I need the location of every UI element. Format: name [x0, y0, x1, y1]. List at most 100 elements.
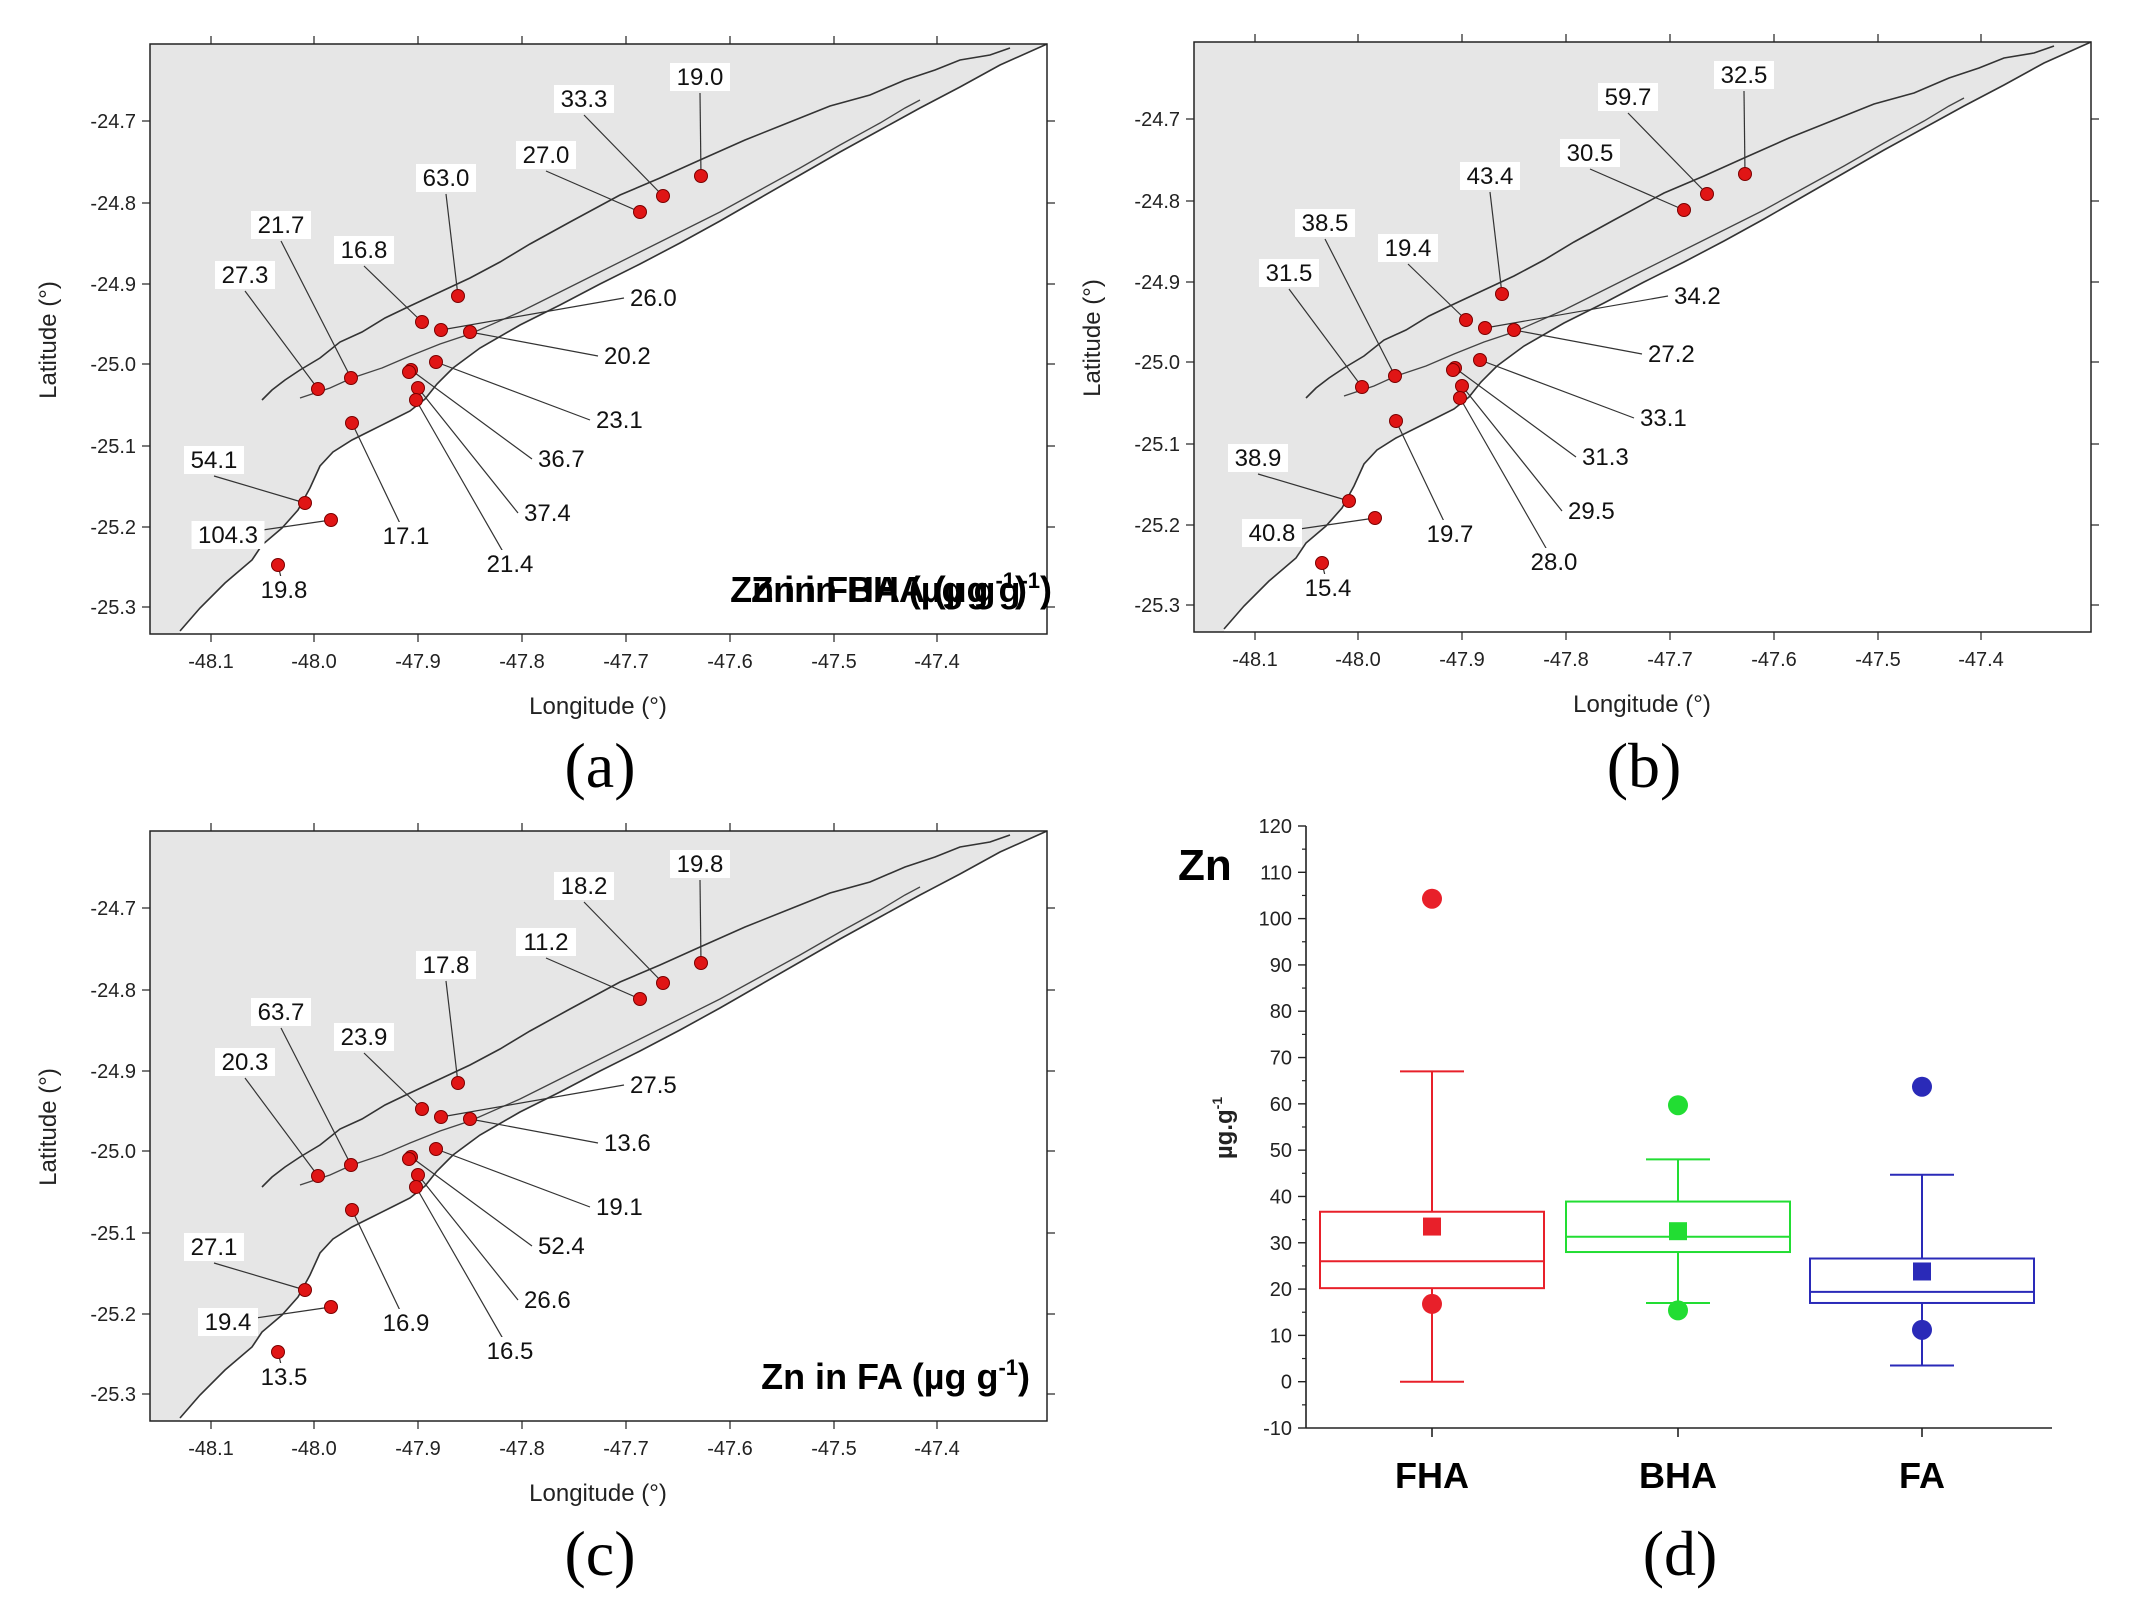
- map-land: [150, 831, 1047, 1421]
- station-marker: [1700, 187, 1714, 201]
- station-marker: [451, 289, 465, 303]
- leader-line: [1257, 473, 1350, 502]
- y-tick-label: -25.1: [90, 436, 136, 458]
- y-tick-label: -25.3: [1134, 595, 1180, 617]
- station-value-label: 19.1: [596, 1194, 643, 1221]
- leader-line: [699, 879, 702, 964]
- station-value-label: 17.1: [383, 523, 430, 550]
- x-tick-label: -47.6: [707, 651, 753, 673]
- leader-line: [1489, 191, 1503, 295]
- leader-line: [363, 1052, 423, 1110]
- leader-line: [410, 1156, 533, 1247]
- map-coastline: [179, 43, 1048, 632]
- station-value-label: 104.3: [198, 522, 258, 549]
- y-tick-label: -24.8: [90, 980, 136, 1002]
- box-iqr: [1565, 1200, 1791, 1254]
- y-tick-label: -25.0: [90, 1141, 136, 1163]
- leader-line: [1743, 90, 1746, 175]
- label-bg: [1298, 574, 1358, 602]
- station-value-label: 26.6: [524, 1287, 571, 1314]
- station-value-label: 43.4: [1467, 163, 1514, 190]
- map-panel: -48.1 -48.0 -47.9 -47.8 -47.7 -47.6 -47.5 -47.4…: [751, 34, 2099, 801]
- x-tick-label: -47.6: [1751, 649, 1797, 671]
- x-axis-label: Longitude (°): [529, 1480, 667, 1507]
- x-axis-label: Longitude (°): [529, 693, 667, 720]
- station-marker: [1388, 369, 1402, 383]
- station-value-label: 19.8: [261, 577, 308, 604]
- label-bg: [1644, 340, 1704, 368]
- station-value-label: 38.9: [1235, 445, 1282, 472]
- station-value-label: 19.4: [205, 1309, 252, 1336]
- label-bg: [254, 576, 314, 604]
- x-tick-label: -47.8: [499, 1438, 545, 1460]
- outlier-point: [1668, 1300, 1688, 1321]
- category-label: FHA: [1395, 1455, 1469, 1496]
- station-marker: [451, 1076, 465, 1090]
- station-value-label: 32.5: [1721, 62, 1768, 89]
- x-axis-label: Longitude (°): [1573, 691, 1711, 718]
- label-bg: [254, 1363, 314, 1391]
- station-marker: [1473, 353, 1487, 367]
- label-bg: [1228, 444, 1288, 472]
- y-tick-label: -24.7: [90, 111, 136, 133]
- map-land: [1194, 42, 2091, 632]
- leader-line: [583, 901, 664, 984]
- label-bg: [184, 446, 244, 474]
- station-value-label: 27.1: [191, 1234, 238, 1261]
- leader-line: [1461, 385, 1563, 512]
- x-tick-label: -47.7: [1647, 649, 1693, 671]
- label-bg: [215, 1048, 275, 1076]
- label-bg: [670, 63, 730, 91]
- leader-line: [545, 170, 641, 213]
- label-bg: [416, 951, 476, 979]
- station-value-label: 54.1: [191, 447, 238, 474]
- station-marker: [1446, 363, 1460, 377]
- box-iqr: [1319, 1210, 1545, 1290]
- mean-marker: [1669, 1222, 1687, 1241]
- y-tick-label: 60: [1270, 1094, 1292, 1116]
- leader-line: [244, 290, 319, 390]
- box-series: [1319, 888, 1545, 1383]
- station-value-label: 33.1: [1640, 405, 1687, 432]
- station-value-label: 27.5: [630, 1072, 677, 1099]
- station-value-label: 11.2: [524, 929, 569, 956]
- y-tick-label: -25.1: [1134, 434, 1180, 456]
- label-bg: [191, 521, 265, 549]
- station-value-label: 16.5: [487, 1338, 534, 1365]
- label-bg: [480, 1337, 540, 1365]
- map-frame: [149, 830, 1048, 1422]
- label-bg: [670, 850, 730, 878]
- x-tick-label: -47.9: [395, 651, 441, 673]
- label-bg: [1524, 548, 1584, 576]
- station-marker: [345, 416, 359, 430]
- leader-line: [280, 1027, 352, 1166]
- y-tick-label: -24.8: [1134, 191, 1180, 213]
- station-marker: [463, 1112, 477, 1126]
- label-bg: [592, 406, 652, 434]
- y-tick-label: -24.9: [90, 274, 136, 296]
- station-marker: [345, 1203, 359, 1217]
- station-marker: [298, 496, 312, 510]
- y-tick-label: -24.8: [90, 193, 136, 215]
- leader-line: [363, 265, 423, 323]
- label-bg: [520, 499, 580, 527]
- station-marker: [694, 956, 708, 970]
- x-tick-label: -47.6: [707, 1438, 753, 1460]
- station-value-label: 59.7: [1605, 84, 1652, 111]
- station-value-label: 23.1: [596, 407, 643, 434]
- mean-marker: [1423, 1217, 1441, 1236]
- y-tick-label: 20: [1270, 1279, 1292, 1301]
- station-marker: [1389, 414, 1403, 428]
- station-value-label: 13.5: [261, 1364, 308, 1391]
- leader-line: [435, 1148, 591, 1208]
- station-value-label: 34.2: [1674, 283, 1721, 310]
- leader-line: [435, 361, 591, 421]
- station-value-label: 19.7: [1427, 521, 1474, 548]
- x-tick-label: -47.4: [1958, 649, 2004, 671]
- label-bg: [198, 1308, 258, 1336]
- leader-line: [440, 297, 625, 331]
- station-value-label: 15.4: [1305, 575, 1352, 602]
- label-bg: [1242, 519, 1302, 547]
- leader-line: [1513, 329, 1643, 355]
- label-bg: [554, 85, 614, 113]
